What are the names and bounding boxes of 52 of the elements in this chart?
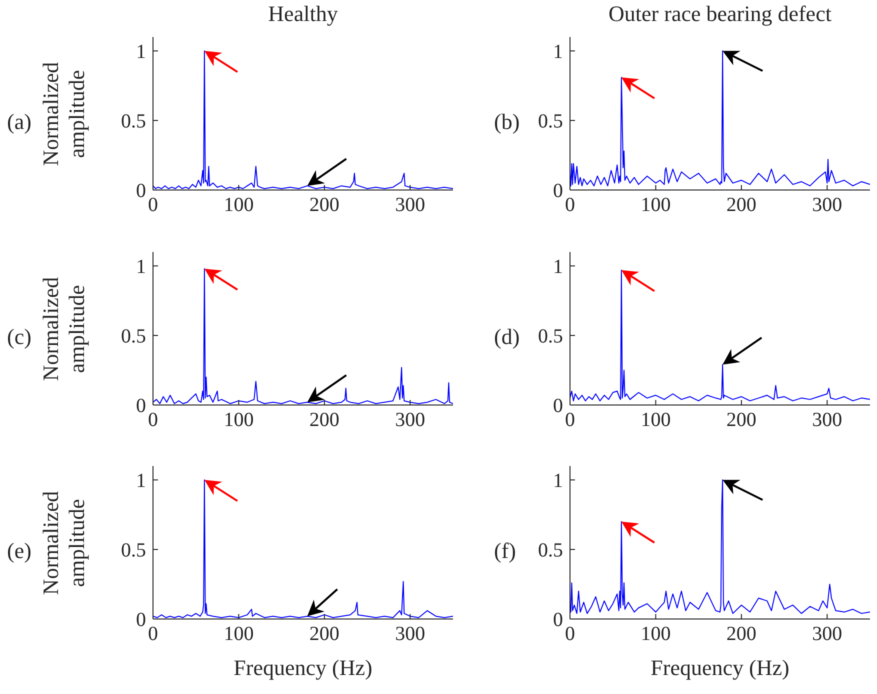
y-tick-label: 1 (553, 256, 563, 278)
x-tick-label: 100 (224, 409, 254, 432)
y-tick-label: 0.5 (121, 540, 146, 562)
text: (c) (7, 324, 32, 350)
x-tick-label: 300 (395, 623, 426, 646)
x-tick-label: 100 (640, 194, 671, 216)
x-axis-title: Frequency (Hz) (650, 655, 790, 681)
line-series (570, 479, 870, 614)
chart-title: Healthy (267, 1, 339, 27)
text: (a) (7, 109, 32, 135)
line-series (570, 50, 870, 186)
x-tick-label: 300 (812, 623, 842, 646)
x-tick-label: 300 (812, 194, 842, 216)
x-tick-label: 200 (309, 409, 340, 432)
x-tick-label: 100 (640, 623, 671, 646)
x-tick-label: 100 (640, 409, 671, 432)
y-tick-label: 0 (553, 609, 563, 632)
y-tick-label: 1 (553, 470, 563, 492)
text: (d) (494, 324, 520, 350)
y-axis-title: Normalized amplitude (38, 490, 90, 596)
x-tick-label: 200 (309, 623, 340, 646)
y-axis-title: Normalized amplitude (38, 276, 90, 382)
x-tick-label: 300 (395, 194, 426, 216)
y-tick-label: 1 (136, 41, 146, 64)
x-tick-label: 100 (224, 623, 254, 646)
x-tick-label: 200 (726, 409, 756, 432)
y-tick-label: 1 (553, 41, 563, 64)
text: (f) (494, 538, 516, 564)
y-tick-label: 0 (136, 609, 146, 632)
text: (b) (494, 109, 520, 135)
text: (e) (7, 538, 32, 564)
x-tick-label: 100 (224, 194, 254, 216)
y-tick-label: 0.5 (538, 110, 563, 133)
y-tick-label: 1 (136, 256, 146, 278)
y-tick-label: 0 (136, 180, 146, 202)
y-tick-label: 0.5 (121, 326, 146, 348)
x-tick-label: 200 (726, 194, 756, 216)
y-tick-label: 0.5 (538, 326, 563, 348)
x-tick-label: 200 (726, 623, 756, 646)
y-tick-label: 0 (136, 395, 146, 418)
x-tick-label: 300 (395, 409, 426, 432)
y-tick-label: 0.5 (538, 540, 563, 562)
y-tick-label: 0.5 (121, 110, 146, 133)
y-tick-label: 0 (553, 180, 563, 202)
x-tick-label: 300 (812, 409, 842, 432)
x-axis-title: Frequency (Hz) (232, 655, 374, 681)
y-tick-label: 1 (136, 470, 146, 492)
x-tick-label: 200 (309, 194, 340, 216)
y-axis-title: Normalized amplitude (38, 60, 90, 168)
y-tick-label: 0 (553, 395, 563, 418)
line-series (570, 270, 870, 402)
chart-title: Outer race bearing defect (608, 1, 832, 27)
